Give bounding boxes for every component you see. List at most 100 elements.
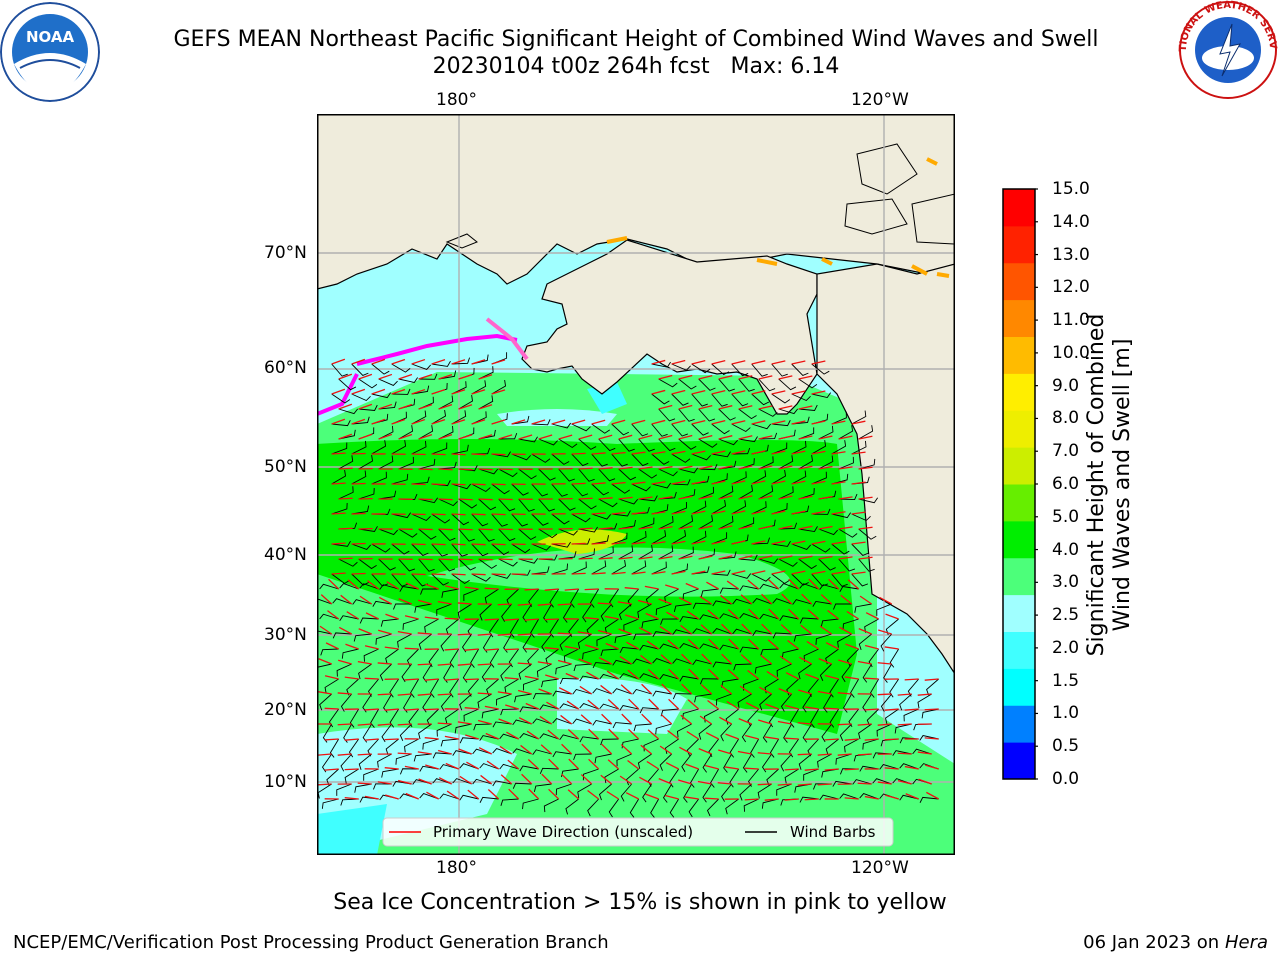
wind-barb — [496, 693, 512, 706]
wind-barb — [879, 764, 899, 770]
wave-direction-arrow — [464, 707, 479, 710]
footer-branch: NCEP/EMC/Verification Post Processing Pr… — [13, 932, 609, 953]
wave-direction-arrow — [665, 584, 679, 590]
wind-barb — [331, 420, 351, 427]
wind-barb — [831, 411, 847, 425]
wave-direction-arrow — [517, 603, 532, 606]
wave-direction-arrow — [771, 570, 786, 575]
wave-direction-arrow — [764, 798, 779, 801]
wave-direction-arrow — [626, 641, 639, 650]
wave-direction-arrow — [811, 570, 826, 575]
wind-barb — [759, 693, 772, 711]
wind-barb — [351, 505, 370, 515]
wind-barb — [592, 719, 612, 726]
wave-direction-arrow — [744, 767, 759, 770]
wind-barb — [899, 693, 912, 711]
wind-barb — [478, 558, 497, 569]
wave-direction-arrow — [464, 648, 479, 651]
wave-direction-arrow — [758, 375, 773, 380]
wave-direction-arrow — [621, 713, 633, 725]
wave-direction-arrow — [647, 729, 660, 740]
wave-direction-arrow — [618, 434, 633, 440]
wave-direction-arrow — [748, 638, 760, 650]
wind-barb — [481, 708, 499, 719]
wind-barb — [639, 707, 659, 714]
wind-barb — [838, 528, 858, 538]
wind-barb — [641, 618, 659, 629]
wave-direction-arrow — [858, 435, 873, 440]
wave-direction-arrow — [620, 744, 633, 755]
wave-direction-arrow — [580, 774, 593, 785]
wind-barb — [738, 517, 755, 530]
wind-barb — [791, 416, 810, 425]
wave-direction-arrow — [604, 615, 619, 620]
wave-direction-arrow — [767, 639, 780, 650]
wind-barb — [353, 633, 372, 642]
wind-barb — [332, 598, 352, 605]
wind-barb — [652, 631, 672, 638]
wind-barb — [851, 513, 871, 522]
wind-barb — [633, 633, 652, 640]
wave-direction-arrow — [331, 418, 346, 425]
wave-direction-arrow — [397, 723, 412, 726]
wave-direction-arrow — [325, 642, 339, 650]
wave-direction-arrow — [884, 738, 899, 741]
wave-direction-arrow — [925, 764, 939, 770]
wind-barb — [539, 767, 559, 775]
wave-direction-arrow — [758, 495, 773, 500]
wind-barb — [719, 644, 739, 651]
wave-direction-arrow — [358, 403, 373, 410]
wave-direction-arrow — [831, 541, 846, 545]
wave-direction-arrow — [424, 737, 439, 740]
wind-barb — [558, 498, 576, 511]
wind-barb — [747, 708, 759, 727]
wave-direction-arrow — [471, 513, 486, 516]
wave-direction-arrow — [698, 555, 713, 560]
wind-barb — [752, 630, 772, 636]
wave-direction-arrow — [364, 708, 379, 711]
wind-barb — [582, 768, 599, 781]
wave-direction-arrow — [504, 618, 519, 621]
wave-direction-arrow — [645, 793, 659, 800]
wind-barb — [451, 513, 470, 526]
wave-direction-arrow — [397, 752, 412, 755]
wind-barb — [358, 455, 374, 470]
wind-barb — [669, 798, 680, 818]
wind-barb — [691, 363, 711, 374]
wind-barb — [431, 573, 449, 586]
wave-direction-arrow — [761, 623, 773, 635]
colorbar-band — [1003, 447, 1035, 485]
wind-barb — [578, 548, 595, 560]
wave-direction-arrow — [798, 405, 813, 410]
wave-direction-arrow — [524, 588, 539, 591]
lat-label-20n: 20°N — [264, 700, 307, 720]
wind-barb — [477, 693, 492, 709]
wave-direction-arrow — [437, 749, 452, 755]
wave-direction-arrow — [457, 602, 472, 605]
wind-barb — [491, 543, 510, 556]
wind-barb — [679, 643, 699, 650]
wind-barb — [771, 442, 788, 455]
wind-barb — [600, 738, 619, 746]
wave-direction-arrow — [718, 405, 733, 410]
wave-direction-arrow — [718, 375, 733, 380]
wave-direction-arrow — [751, 480, 766, 485]
wave-direction-arrow — [508, 788, 520, 800]
wave-direction-arrow — [708, 638, 720, 650]
wind-barb — [683, 783, 693, 803]
wave-direction-arrow — [520, 744, 533, 755]
wave-direction-arrow — [458, 528, 473, 531]
wind-barb — [459, 794, 479, 801]
wave-direction-arrow — [418, 468, 433, 471]
wind-barb — [851, 440, 867, 455]
wind-barb — [587, 798, 599, 817]
wind-barb — [768, 708, 780, 728]
wind-barb — [498, 558, 518, 567]
wave-direction-arrow — [418, 373, 433, 380]
wave-direction-arrow — [777, 783, 792, 786]
wave-direction-arrow — [398, 433, 413, 440]
wave-direction-arrow — [778, 465, 793, 470]
wave-direction-arrow — [358, 628, 372, 635]
wave-direction-arrow — [528, 788, 540, 800]
wind-barb — [704, 708, 719, 723]
